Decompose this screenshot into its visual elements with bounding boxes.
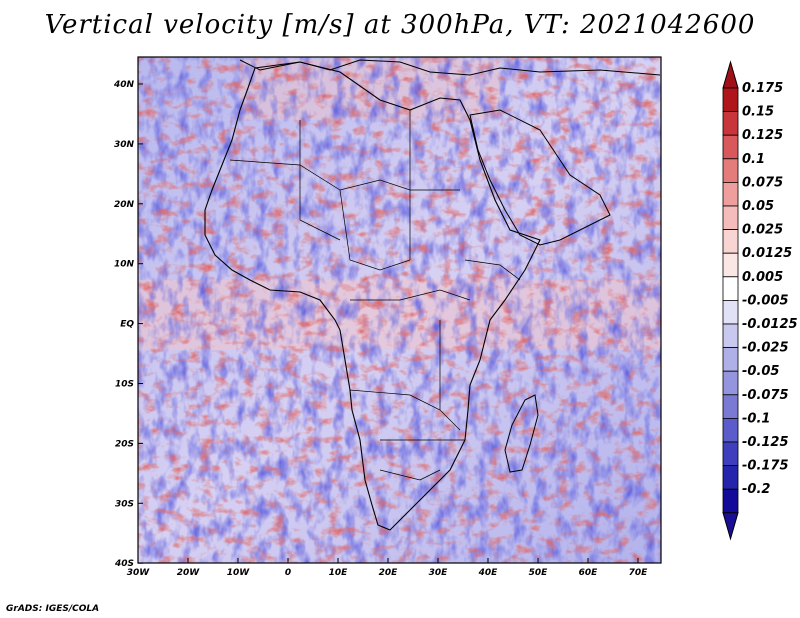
colorbar-swatch	[722, 87, 739, 113]
velocity-field-positive	[138, 57, 661, 563]
colorbar-label: 0.025	[742, 223, 783, 238]
lon-tick-label: 10E	[329, 568, 349, 578]
colorbar-swatch	[722, 488, 739, 514]
colorbar-swatch	[722, 134, 739, 160]
lat-tick-label: 40N	[113, 80, 135, 90]
lon-tick-label: 20E	[379, 568, 399, 578]
lon-tick-label: 40E	[478, 568, 499, 578]
lat-tick-label: 20N	[114, 200, 135, 210]
lat-tick-label: 20S	[115, 439, 134, 449]
colorbar-swatch	[722, 417, 739, 443]
map-plot-area	[138, 57, 661, 563]
colorbar-swatch	[722, 465, 739, 490]
lon-tick-label: 60E	[579, 568, 599, 578]
europe-coastline	[239, 59, 661, 76]
colorbar-swatch	[722, 347, 739, 372]
colorbar-swatch	[722, 276, 739, 301]
madagascar-coastline	[504, 394, 539, 473]
colorbar-swatch	[722, 158, 739, 183]
colorbar-label: -0.2	[742, 482, 770, 497]
colorbar-label: 0.175	[742, 81, 783, 96]
colorbar-label: -0.175	[742, 459, 789, 474]
colorbar-swatch	[722, 323, 739, 349]
colorbar: 0.175 0.15 0.125 0.1 0.075 0.05 0.025 0.0125 0.0…	[722, 60, 798, 541]
lon-tick-label: 50E	[529, 568, 549, 578]
colorbar-label: -0.0125	[742, 317, 798, 332]
lon-tick-label: 0	[285, 568, 291, 578]
lat-tick-label: EQ	[120, 320, 134, 330]
lon-tick-label: 30E	[429, 568, 449, 578]
colorbar-bottom-arrow	[722, 512, 739, 541]
colorbar-swatch	[722, 441, 739, 467]
lon-tick-label: 70E	[629, 568, 649, 578]
lat-tick-label: 30N	[114, 140, 135, 150]
colorbar-label: 0.0125	[742, 246, 792, 261]
arabia-coastline	[469, 109, 611, 246]
colorbar-label: 0.075	[742, 175, 783, 190]
map-frame	[137, 56, 662, 564]
colorbar-label: -0.1	[742, 411, 770, 426]
colorbar-top-arrow	[722, 60, 739, 89]
longitude-axis: 30W 20W 10W 0 10E 20E 30E 40E 50E 60E 70E	[127, 558, 648, 578]
colorbar-swatch	[722, 111, 739, 136]
colorbar-label: -0.025	[742, 341, 789, 356]
lon-tick-label: 10W	[227, 568, 251, 578]
colorbar-label: 0.125	[742, 128, 783, 143]
lat-tick-label: 10N	[114, 260, 135, 270]
colorbar-swatch	[722, 229, 739, 254]
colorbar-label: 0.1	[742, 152, 765, 167]
africa-coastline	[204, 61, 541, 531]
colorbar-swatch	[722, 299, 739, 325]
colorbar-label: 0.05	[742, 199, 774, 214]
colorbar-swatch	[722, 394, 739, 419]
colorbar-label: -0.005	[742, 293, 789, 308]
colorbar-label: 0.005	[742, 270, 783, 285]
colorbar-label: 0.15	[742, 105, 774, 120]
colorbar-label: -0.075	[742, 388, 789, 403]
latitude-axis: 40N 30N 20N 10N EQ 10S 20S 30S 40S	[113, 80, 143, 569]
colorbar-swatch	[722, 181, 739, 207]
colorbar-swatch	[722, 252, 739, 278]
country-borders	[229, 110, 521, 481]
colorbar-label: -0.125	[742, 435, 789, 450]
lat-tick-label: 10S	[115, 380, 134, 390]
chart-title: Vertical velocity [m/s] at 300hPa, VT: 2…	[44, 10, 756, 40]
lat-tick-label: 40S	[114, 559, 134, 569]
colorbar-label: -0.05	[742, 364, 779, 379]
credit-text: GrADS: IGES/COLA	[6, 604, 100, 614]
colorbar-swatch	[722, 205, 739, 231]
lat-tick-label: 30S	[115, 499, 134, 509]
colorbar-swatch	[722, 370, 739, 396]
lon-tick-label: 20W	[177, 568, 201, 578]
lon-tick-label: 30W	[127, 568, 151, 578]
